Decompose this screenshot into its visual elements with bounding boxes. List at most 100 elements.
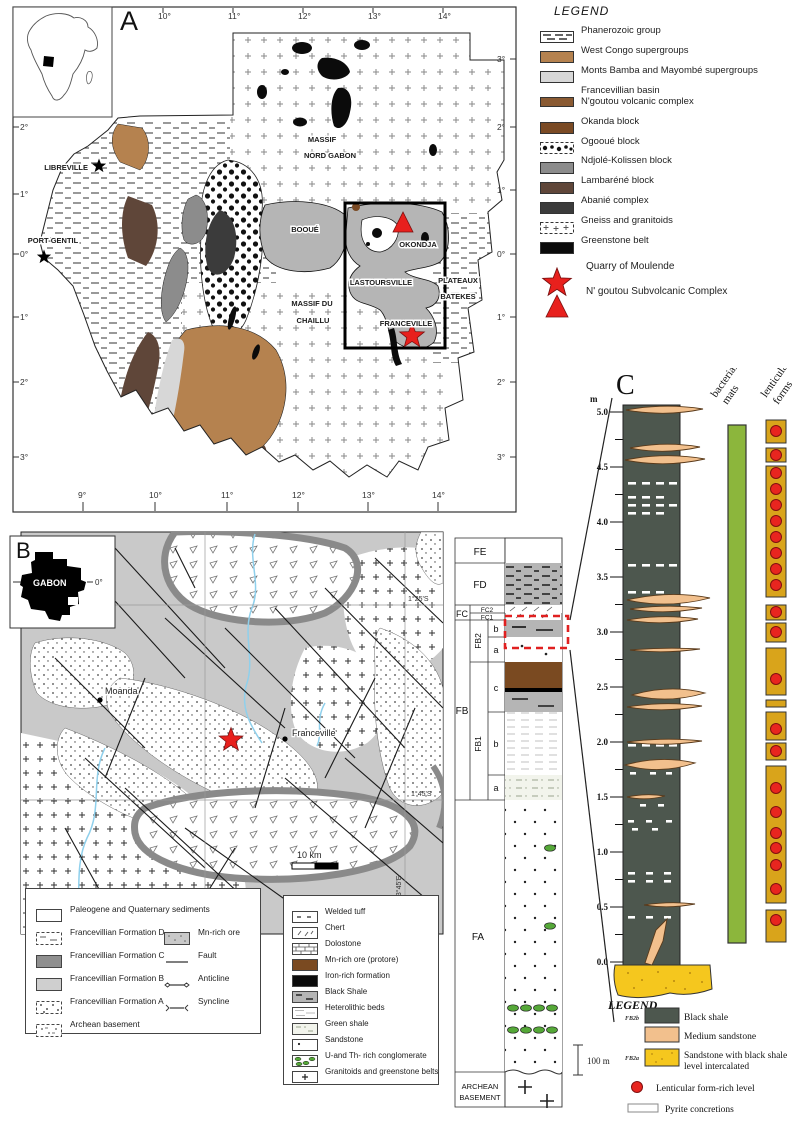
legend-item-gneiss: Gneiss and granitoids <box>540 215 798 234</box>
label-plateaux: PLATEAUX <box>438 276 478 285</box>
pyrite-dashes <box>628 482 677 919</box>
legend-marker-ngoutou: N' goutou Subvolcanic Complex <box>540 286 798 317</box>
unit-fc: FC <box>456 609 468 619</box>
unit-fe: FE <box>474 547 487 558</box>
study-area-box <box>343 201 447 350</box>
unit-fc1: FC1 <box>481 615 494 622</box>
africa-inset <box>12 6 113 118</box>
panel-b-label: B <box>16 538 31 563</box>
label-batekes: BATEKES <box>440 292 475 301</box>
lith-item-5: Black Shale <box>292 983 434 1003</box>
lith-item-0: Welded tuff <box>292 903 434 923</box>
quarry-star-marker <box>398 321 426 348</box>
svg-text:10 km: 10 km <box>297 850 322 860</box>
legend-item-lambarene: Lambaréné block <box>540 175 798 194</box>
svg-text:1°25'S: 1°25'S <box>408 595 429 603</box>
inset-lat-label: 0° <box>95 578 103 587</box>
svg-text:12°: 12° <box>292 490 305 500</box>
port-gentil-star <box>36 249 52 264</box>
svg-text:0°: 0° <box>20 249 28 259</box>
legend-b-item-5: Archean basement <box>36 1012 164 1037</box>
depth-scale: 5.0 4.5 4.0 3.5 3.0 2.5 2.0 1.5 1.0 0.5 … <box>597 407 623 967</box>
map-a: A 10° 11° 12° 13° 14° 9° 10° 11° 12° 13°… <box>12 6 517 513</box>
legend-b-item-4: Francevillian Formation A <box>36 989 164 1014</box>
lith-item-3: Mn-rich ore (protore) <box>292 951 434 971</box>
legend-b-symbol-3: Syncline <box>164 989 254 1012</box>
ngoutou-triangle-marker <box>392 211 414 233</box>
label-franceville-b: Franceville <box>292 728 336 738</box>
label-booue: BOOUÉ <box>291 225 319 234</box>
svg-text:1°: 1° <box>20 189 28 199</box>
legend-b-item-2: Francevillian Formation C <box>36 943 165 968</box>
legend-c-label-2a: Sandstone with black shale <box>684 1051 787 1061</box>
legend-b: Paleogene and Quaternary sediments Franc… <box>25 888 261 1037</box>
legend-item-ndjole: Ndjolé-Kolissen block <box>540 156 798 174</box>
svg-text:12°: 12° <box>298 11 311 21</box>
svg-text:3°: 3° <box>20 452 28 462</box>
svg-text:0.0: 0.0 <box>597 957 609 967</box>
gabon-highlight <box>43 56 54 67</box>
svg-text:1.5: 1.5 <box>597 792 609 802</box>
svg-text:11°: 11° <box>221 490 233 500</box>
letter-fb2b: b <box>493 624 498 634</box>
letter-fb1b: b <box>493 739 498 749</box>
svg-text:4.0: 4.0 <box>597 517 609 527</box>
legend-lithology: Welded tuff Chert Dolostone Mn-rich ore … <box>283 895 439 1085</box>
lith-item-10: Granitoids and greenstone belts <box>292 1063 438 1083</box>
unit-fb1: FB1 <box>473 736 483 752</box>
log-column <box>613 404 713 999</box>
legend-a-title: LEGEND <box>554 4 610 18</box>
lith-item-7: Green shale <box>292 1015 434 1035</box>
map-b-cities: Moanda Franceville <box>97 685 337 751</box>
label-okondja: OKONDJA <box>399 240 437 249</box>
label-massif: MASSIF <box>308 135 337 144</box>
svg-text:3°: 3° <box>497 54 505 64</box>
legend-c-label-2b: level intercalated <box>684 1062 749 1072</box>
legend-c-label-4: Pyrite concretions <box>665 1105 734 1115</box>
sandstone-lenses <box>623 405 711 966</box>
letter-fb1a: a <box>493 783 498 793</box>
svg-text:2.0: 2.0 <box>597 737 609 747</box>
scale-100m-label: 100 m <box>587 1056 610 1066</box>
tag-fb2a: FB2a <box>625 1056 639 1062</box>
svg-text:14°: 14° <box>432 490 445 500</box>
lith-item-9: U-and Th- rich conglomerate <box>292 1047 434 1067</box>
depth-unit: m <box>590 394 598 404</box>
label-franceville: FRANCEVILLE <box>380 319 433 328</box>
legend-item-west-congo: West Congo supergroups <box>540 45 798 64</box>
unit-fb2: FB2 <box>473 633 483 649</box>
uth-conglomerate-ovals <box>507 844 558 1034</box>
svg-text:13°45'E: 13°45'E <box>395 875 403 900</box>
svg-text:3.5: 3.5 <box>597 572 609 582</box>
map-a-ticks: 10° 11° 12° 13° 14° 9° 10° 11° 12° 13° 1… <box>13 8 516 511</box>
legend-b-item-1: Francevillian Formation D <box>36 920 165 945</box>
svg-text:2°: 2° <box>20 377 28 387</box>
basement-line1: ARCHEAN <box>462 1082 499 1091</box>
svg-text:9°: 9° <box>78 490 86 500</box>
svg-text:13°: 13° <box>368 11 381 21</box>
svg-text:0.5: 0.5 <box>597 902 609 912</box>
legend-c-label-3: Lenticular form-rich level <box>656 1083 755 1094</box>
legend-c-label-1: Medium sandstone <box>684 1032 756 1042</box>
svg-text:5.0: 5.0 <box>597 407 609 417</box>
svg-text:3.0: 3.0 <box>597 627 609 637</box>
svg-text:11°: 11° <box>228 11 240 21</box>
scale-100m <box>573 1044 583 1076</box>
sandstone-specks <box>627 971 703 990</box>
svg-text:2.5: 2.5 <box>597 682 609 692</box>
panel-c: C m bacterial mats lenticular forms 5.0 … <box>573 368 795 1115</box>
gabon-inset: GABON 0° B <box>9 535 116 629</box>
svg-text:2°: 2° <box>497 122 505 132</box>
lith-item-2: Dolostone <box>292 935 434 955</box>
legend-b-symbol-2: Anticline <box>164 966 254 989</box>
legend-b-symbol-0: Mn-rich ore <box>164 920 254 945</box>
legend-marker-quarry: Quarry of Moulende <box>540 261 798 296</box>
legend-item-phanerozoic: Phanerozoic group <box>540 25 798 44</box>
lith-item-6: Heterolithic beds <box>292 999 434 1019</box>
map-b-grid-labels: 1°25'S 1°45'S 13°45'E <box>395 595 432 900</box>
label-massif-du: MASSIF DU <box>291 299 332 308</box>
gabon-outline <box>39 32 505 478</box>
label-moanda: Moanda <box>105 686 138 696</box>
lenticular-dots <box>770 425 782 926</box>
map-b: 1°25'S 1°45'S 13°45'E Moanda Franceville… <box>9 531 444 935</box>
